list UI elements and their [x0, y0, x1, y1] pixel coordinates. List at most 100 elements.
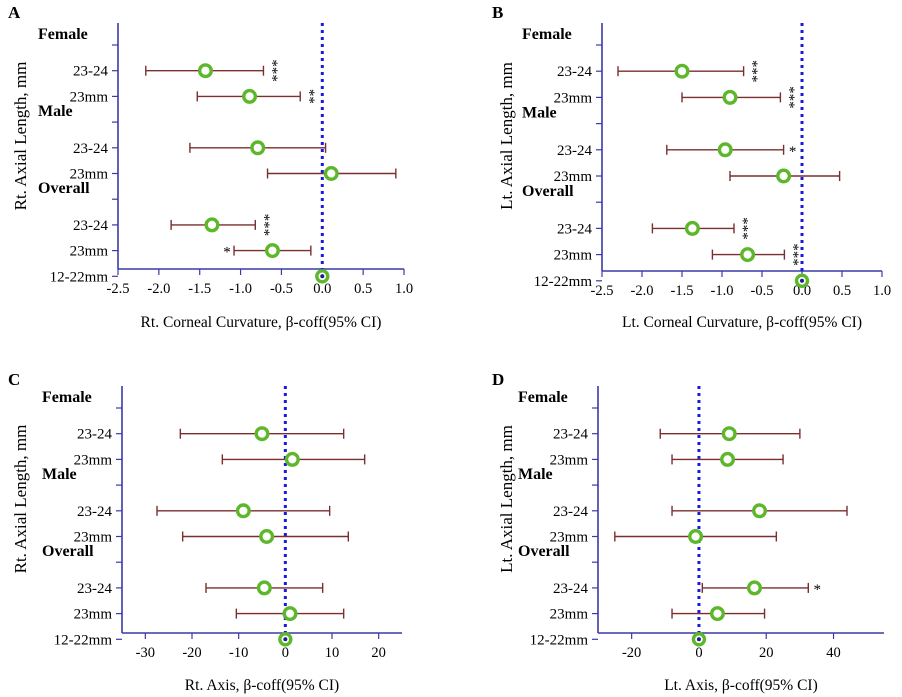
estimate-point	[746, 580, 762, 596]
group-heading: Female	[42, 389, 92, 406]
reference-center-dot	[320, 274, 325, 279]
estimate-point	[259, 529, 275, 545]
estimate-point	[197, 63, 213, 79]
row-label: 23mm	[74, 452, 113, 468]
significance-marker: ***	[781, 86, 797, 109]
significance-marker: *	[789, 144, 797, 160]
estimate-point	[284, 451, 300, 467]
estimate-point	[709, 606, 725, 622]
x-axis-title: Lt. Corneal Curvature, β-coff(95% CI)	[622, 314, 862, 331]
x-tick-label: -20	[622, 645, 641, 661]
x-tick-label: -1.0	[711, 283, 734, 299]
x-tick-label: -20	[182, 645, 201, 661]
reference-center-dot	[696, 637, 701, 642]
estimate-point	[323, 165, 339, 181]
panel-b: BLt. Axial Length, mmFemale23-2423mmMale…	[492, 3, 891, 331]
group-heading: Male	[518, 466, 553, 483]
group-heading: Female	[518, 389, 568, 406]
significance-marker: *	[223, 245, 231, 261]
significance-marker: **	[301, 89, 317, 104]
row-label: 23mm	[70, 167, 109, 183]
x-tick-label: 20	[759, 645, 774, 661]
x-tick-label: 40	[826, 645, 841, 661]
panel-letter: B	[492, 3, 503, 22]
panel-letter: D	[492, 370, 504, 389]
x-tick-label: -2.5	[591, 283, 614, 299]
estimate-point	[254, 426, 270, 442]
x-tick-label: -2.0	[631, 283, 654, 299]
x-tick-label: 1.0	[395, 281, 413, 297]
row-label: 23mm	[550, 607, 589, 623]
estimate-point	[235, 503, 251, 519]
x-tick-label: -0.5	[751, 283, 774, 299]
x-axis-title: Rt. Corneal Curvature, β-coff(95% CI)	[141, 314, 382, 331]
x-tick-label: -30	[136, 645, 155, 661]
x-tick-label: 0	[695, 645, 702, 661]
x-tick-label: -1.0	[229, 281, 252, 297]
x-tick-label: -10	[229, 645, 248, 661]
reference-center-dot	[283, 637, 288, 642]
estimate-point	[250, 140, 266, 156]
x-tick-label: 1.0	[873, 283, 891, 299]
row-label: 23mm	[74, 607, 113, 623]
row-label: 23-24	[73, 218, 108, 234]
row-label: 23-24	[557, 143, 592, 159]
row-label: 23mm	[554, 248, 593, 264]
estimate-point	[256, 580, 272, 596]
x-tick-label: 0.0	[313, 281, 331, 297]
row-label: 23-24	[73, 141, 108, 157]
row-label: 23mm	[74, 530, 113, 546]
row-label: 23-24	[77, 581, 112, 597]
panel-a: ARt. Axial Length, mmFemale23-2423mmMale…	[8, 3, 413, 331]
x-tick-label: 0.0	[793, 283, 811, 299]
row-label: 23mm	[550, 530, 589, 546]
row-label: 23mm	[554, 90, 593, 106]
estimate-point	[776, 168, 792, 184]
significance-marker: ***	[256, 214, 272, 237]
estimate-point	[717, 142, 733, 158]
estimate-point	[688, 529, 704, 545]
group-heading: Female	[38, 26, 88, 43]
y-axis-title: Lt. Axial Length, mm	[497, 62, 516, 210]
x-tick-label: 0.5	[354, 281, 372, 297]
estimate-point	[721, 426, 737, 442]
row-label: 23-24	[557, 64, 592, 80]
group-heading: Overall	[38, 180, 90, 197]
group-heading: Male	[38, 103, 73, 120]
row-label: 12-22mm	[534, 274, 593, 290]
row-label: 23mm	[550, 452, 589, 468]
group-heading: Female	[522, 26, 572, 43]
significance-marker: ***	[735, 217, 751, 240]
estimate-point	[674, 63, 690, 79]
x-tick-label: 20	[371, 645, 386, 661]
group-heading: Overall	[522, 183, 574, 200]
x-tick-label: 10	[325, 645, 340, 661]
row-label: 23mm	[70, 89, 109, 105]
estimate-point	[740, 247, 756, 263]
y-axis-title: Lt. Axial Length, mm	[497, 425, 516, 573]
x-tick-label: -1.5	[671, 283, 694, 299]
row-label: 23-24	[557, 221, 592, 237]
panel-c: CRt. Axial Length, mmFemale23-2423mmMale…	[8, 370, 402, 694]
x-axis-title: Lt. Axis, β-coff(95% CI)	[664, 677, 818, 694]
group-heading: Male	[522, 105, 557, 122]
row-label: 23mm	[554, 169, 593, 185]
row-label: 23mm	[70, 244, 109, 260]
group-heading: Overall	[518, 543, 570, 560]
x-tick-label: -2.5	[107, 281, 130, 297]
estimate-point	[242, 88, 258, 104]
group-heading: Overall	[42, 543, 94, 560]
panel-d: DLt. Axial Length, mmFemale23-2423mmMale…	[492, 370, 884, 694]
significance-marker: *	[814, 582, 822, 598]
significance-marker: ***	[264, 59, 280, 82]
estimate-point	[720, 451, 736, 467]
row-label: 12-22mm	[530, 632, 589, 648]
x-axis-title: Rt. Axis, β-coff(95% CI)	[185, 677, 339, 694]
row-label: 23-24	[77, 427, 112, 443]
estimate-point	[722, 89, 738, 105]
row-label: 23-24	[73, 64, 108, 80]
estimate-point	[204, 217, 220, 233]
x-tick-label: -0.5	[270, 281, 293, 297]
estimate-point	[684, 220, 700, 236]
